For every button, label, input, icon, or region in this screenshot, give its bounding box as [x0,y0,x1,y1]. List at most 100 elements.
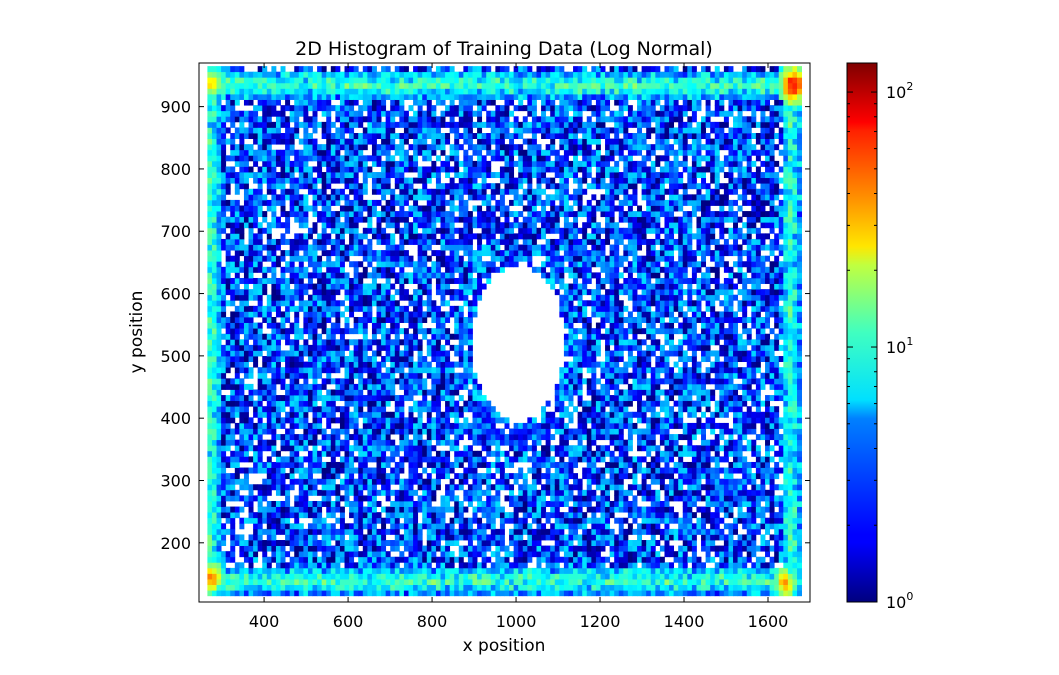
histogram-bin [376,517,382,524]
histogram-bin [431,556,437,563]
histogram-bin [490,238,496,245]
histogram-bin [298,244,304,251]
histogram-bin [408,144,414,151]
histogram-bin [362,534,368,541]
histogram-bin [253,177,259,184]
histogram-bin [376,317,382,323]
histogram-bin [358,216,364,223]
histogram-bin [207,121,213,128]
histogram-bin [248,417,254,424]
histogram-bin [376,82,382,89]
histogram-bin [422,389,428,396]
histogram-bin [289,523,295,530]
histogram-bin [243,222,249,229]
histogram-bin [454,573,460,580]
histogram-bin [385,311,391,318]
histogram-bin [481,71,487,78]
histogram-bin [257,333,263,340]
histogram-bin [408,233,414,240]
histogram-bin [467,551,473,558]
histogram-bin [207,540,213,546]
histogram-bin [390,356,396,363]
histogram-bin [257,450,263,457]
histogram-bin [371,227,377,234]
histogram-bin [275,116,281,123]
histogram-bin [445,255,451,262]
histogram-bin [326,484,332,491]
histogram-bin [330,172,336,179]
histogram-bin [253,328,259,335]
histogram-bin [339,383,345,390]
histogram-bin [426,172,432,179]
histogram-bin [381,395,387,402]
histogram-bin [211,489,217,496]
histogram-bin [243,160,249,167]
histogram-bin [426,456,432,463]
histogram-bin [371,439,377,446]
histogram-bin [467,133,473,139]
histogram-bin [326,540,332,546]
histogram-bin [431,216,437,223]
histogram-bin [317,160,323,167]
histogram-bin [371,512,377,519]
histogram-bin [362,188,368,195]
histogram-bin [225,512,231,519]
histogram-bin [239,149,245,156]
histogram-bin [211,127,217,134]
histogram-bin [435,166,441,173]
histogram-bin [353,512,359,519]
histogram-bin [211,82,217,89]
histogram-bin [221,372,227,379]
histogram-bin [481,88,487,95]
histogram-bin [454,194,460,201]
histogram-bin [422,450,428,457]
histogram-bin [207,250,213,257]
histogram-bin [445,545,451,552]
histogram-bin [440,183,446,190]
histogram-bin [371,523,377,530]
histogram-bin [262,378,268,385]
histogram-bin [403,523,409,530]
histogram-bin [445,584,451,591]
histogram-bin [463,545,469,552]
histogram-bin [477,238,483,245]
histogram-bin [285,584,291,591]
histogram-bin [207,266,213,273]
histogram-bin [440,289,446,296]
histogram-bin [285,311,291,318]
histogram-bin [390,383,396,390]
histogram-bin [312,255,318,262]
histogram-bin [344,289,350,296]
histogram-bin [294,545,300,552]
histogram-bin [330,82,336,89]
histogram-bin [390,194,396,201]
histogram-bin [454,528,460,535]
histogram-bin [294,406,300,413]
histogram-bin [399,400,405,407]
histogram-bin [298,395,304,402]
histogram-bin [353,222,359,229]
histogram-bin [385,127,391,134]
histogram-bin [440,356,446,363]
histogram-bin [394,88,400,95]
histogram-bin [221,294,227,301]
histogram-bin [472,461,478,468]
histogram-bin [335,82,341,89]
histogram-bin [344,378,350,385]
histogram-bin [303,199,309,206]
histogram-bin [376,88,382,95]
histogram-bin [285,194,291,201]
histogram-bin [317,166,323,173]
histogram-bin [266,199,272,206]
histogram-bin [234,222,240,229]
histogram-bin [376,445,382,452]
histogram-bin [353,528,359,535]
histogram-bin [445,211,451,218]
histogram-bin [467,372,473,379]
histogram-bin [426,222,432,229]
histogram-bin [362,333,368,340]
histogram-bin [294,194,300,201]
histogram-bin [326,556,332,563]
histogram-bin [294,400,300,407]
histogram-bin [435,133,441,139]
